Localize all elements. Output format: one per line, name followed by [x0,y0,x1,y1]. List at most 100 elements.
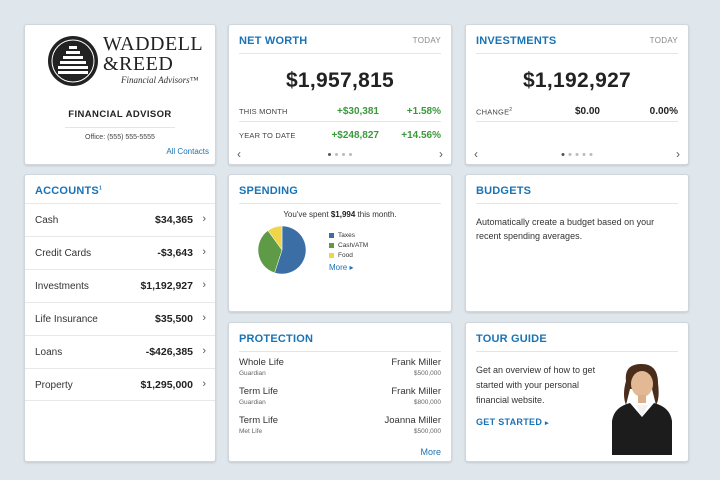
accounts-card: ACCOUNTS1 Cash $34,365 › Credit Cards -$… [24,174,216,462]
policy-type: Term Life [239,386,279,397]
spending-more-link[interactable]: More ▸ [329,263,354,272]
policy-amount: $800,000 [413,399,441,406]
account-name: Life Insurance [35,314,98,325]
stat-row-year-to-date: YEAR TO DATE +$248,827 +14.56% [239,129,441,143]
pager-dot[interactable] [328,153,331,156]
stat-label: YEAR TO DATE [239,131,296,140]
pager-dot[interactable] [568,153,572,156]
net-worth-title: NET WORTH [239,35,308,47]
chevron-left-icon[interactable]: ‹ [237,147,241,161]
policy-row[interactable]: Term Life Guardian Frank Miller $800,000 [239,386,441,416]
net-worth-card: NET WORTH TODAY $1,957,815 THIS MONTH +$… [228,24,452,165]
chevron-right-icon[interactable]: › [439,147,443,161]
stat-value: +$30,381 [337,106,379,117]
budgets-card: BUDGETS Automatically create a budget ba… [465,174,689,312]
period-label: TODAY [649,36,678,45]
pie-slice-food[interactable] [267,225,283,251]
protection-card: PROTECTION Whole Life Guardian Frank Mil… [228,322,452,462]
account-name: Investments [35,281,89,292]
pager-dot[interactable] [349,153,352,156]
protection-title: PROTECTION [239,333,314,345]
policy-provider: Guardian [239,399,266,406]
account-name: Cash [35,215,59,226]
policy-holder: Frank Miller [391,357,441,368]
stat-percent: 0.00% [649,106,678,117]
advisor-card: WADDELL &REED Financial Advisors™ FINANC… [24,24,216,165]
pager-dots [561,153,593,156]
spending-title: SPENDING [239,185,299,197]
policy-amount: $500,000 [413,370,441,377]
legend-item: Taxes [329,230,368,240]
chevron-right-icon: › [202,345,206,357]
policy-holder: Joanna Miller [384,415,442,426]
divider [476,351,678,352]
pager-dot[interactable] [575,153,579,156]
divider [239,203,441,204]
account-amount: $35,500 [155,313,193,325]
account-amount: $34,365 [155,214,193,226]
policy-amount: $500,000 [413,428,441,435]
investments-title: INVESTMENTS [476,35,557,47]
chevron-right-icon[interactable]: › [676,147,680,161]
policy-provider: Met Life [239,428,263,435]
chevron-right-icon: › [202,312,206,324]
legend-item: Food [329,250,368,260]
logo-text: WADDELL [103,33,204,55]
investments-card: INVESTMENTS TODAY $1,192,927 CHANGE2 $0.… [465,24,689,165]
account-row-loans[interactable]: Loans -$426,385 › [25,335,215,368]
pager-dot[interactable] [582,153,586,156]
legend-swatch [329,242,334,248]
policy-holder: Frank Miller [391,386,441,397]
stat-label: CHANGE2 [476,107,513,117]
stat-percent: +14.56% [401,130,441,141]
pager-dots [328,153,352,156]
spending-pie-chart[interactable] [257,225,307,275]
get-started-link[interactable]: GET STARTED ▸ [476,417,549,427]
protection-more-link[interactable]: More [420,447,441,457]
chevron-left-icon[interactable]: ‹ [474,147,478,161]
stat-row-change: CHANGE2 $0.00 0.00% [476,105,678,119]
net-worth-amount: $1,957,815 [285,69,395,92]
policy-type: Term Life [239,415,279,426]
policy-row[interactable]: Term Life Met Life Joanna Miller $500,00… [239,415,441,445]
chevron-right-icon: › [202,246,206,258]
carousel-nav: ‹ › [474,147,680,161]
legend-item: Cash/ATM [329,240,368,250]
logo-emblem-icon [48,36,98,86]
policy-row[interactable]: Whole Life Guardian Frank Miller $500,00… [239,357,441,387]
divider [476,53,678,54]
divider [65,127,175,128]
pager-dot[interactable] [335,153,338,156]
chevron-right-icon: › [202,279,206,291]
account-amount: $1,192,927 [140,280,193,292]
pie-slice-cash-atm[interactable] [257,230,283,274]
account-row-investments[interactable]: Investments $1,192,927 › [25,269,215,302]
tour-guide-title: TOUR GUIDE [476,333,547,345]
account-name: Property [35,380,73,391]
policy-type: Whole Life [239,357,284,368]
legend-swatch [329,232,334,238]
chevron-right-icon: › [202,213,206,225]
office-phone: Office: (555) 555-5555 [85,134,155,141]
account-row-life-insurance[interactable]: Life Insurance $35,500 › [25,302,215,335]
account-row-credit-cards[interactable]: Credit Cards -$3,643 › [25,236,215,269]
legend-swatch [329,252,334,258]
budgets-title: BUDGETS [476,185,532,197]
pager-dot[interactable] [342,153,345,156]
account-row-property[interactable]: Property $1,295,000 › [25,368,215,401]
tour-description: Get an overview of how to get started wi… [476,365,596,405]
pager-dot[interactable] [561,153,565,156]
spending-summary: You've spent $1,994 this month. [283,210,397,219]
period-label: TODAY [412,36,441,45]
spending-card: SPENDING You've spent $1,994 this month.… [228,174,452,312]
stat-row-this-month: THIS MONTH +$30,381 +1.58% [239,105,441,119]
all-contacts-link[interactable]: All Contacts [166,147,209,156]
stat-percent: +1.58% [406,106,441,117]
company-logo: WADDELL &REED Financial Advisors™ [47,33,215,91]
tour-guide-card: TOUR GUIDE Get an overview of how to get… [465,322,689,462]
pager-dot[interactable] [589,153,593,156]
divider [239,121,441,122]
pie-slice-taxes[interactable] [274,225,307,275]
tour-guide-person-image [612,363,672,455]
account-row-cash[interactable]: Cash $34,365 › [25,203,215,236]
